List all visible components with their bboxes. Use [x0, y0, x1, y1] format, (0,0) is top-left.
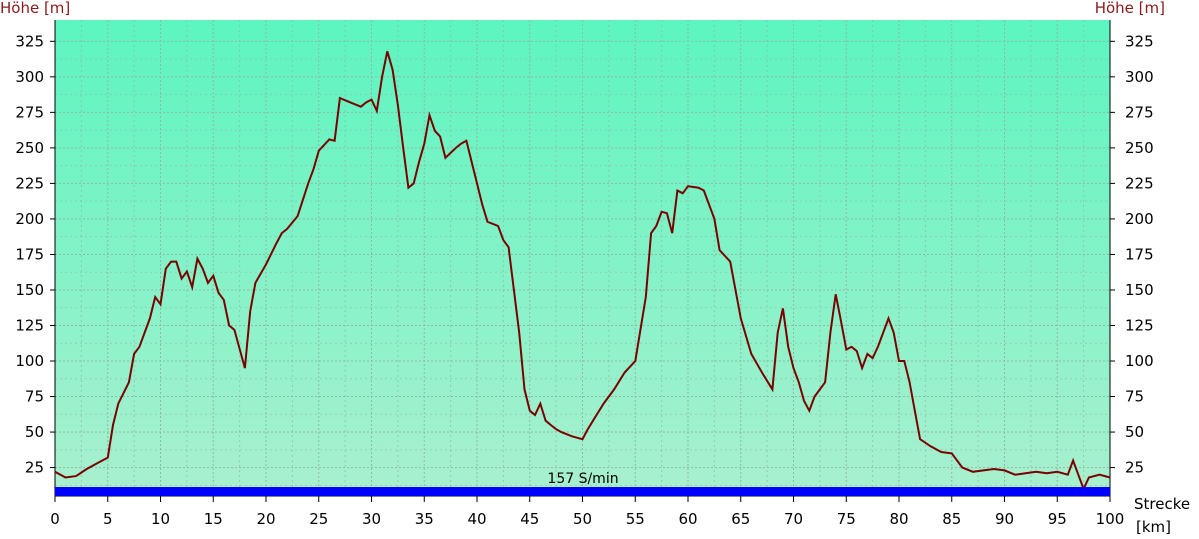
y-tick-label-right: 225	[1125, 174, 1154, 192]
y-tick-label-right: 25	[1125, 459, 1144, 477]
x-tick-label: 60	[678, 510, 697, 528]
y-tick-label-left: 225	[15, 174, 44, 192]
y-tick-label-left: 125	[15, 316, 44, 334]
y-tick-label-right: 250	[1125, 139, 1154, 157]
x-tick-label: 10	[151, 510, 170, 528]
y-axis-left: 25 50 75 100 125 150 175 200 225 250 275 300 325	[15, 20, 56, 496]
y-tick-label-left: 50	[25, 423, 44, 441]
x-tick-label: 40	[467, 510, 486, 528]
y-axis-title-right: Höhe [m]	[1095, 0, 1165, 17]
x-tick-label: 65	[731, 510, 750, 528]
y-tick-label-left: 150	[15, 281, 44, 299]
y-tick-label-right: 100	[1125, 352, 1154, 370]
y-axis-right: 25 50 75 100 125 150 175 200 225 250 275 300 325	[1109, 20, 1154, 496]
grid-lines	[55, 20, 1110, 496]
y-tick-label-left: 275	[15, 103, 44, 121]
x-axis-unit: [km]	[1136, 518, 1171, 536]
y-tick-label-left: 200	[15, 210, 44, 228]
y-tick-label-right: 325	[1125, 32, 1154, 50]
y-tick-label-left: 300	[15, 68, 44, 86]
y-tick-label-right: 275	[1125, 103, 1154, 121]
y-tick-label-left: 325	[15, 32, 44, 50]
x-tick-label: 100	[1096, 510, 1125, 528]
y-tick-label-right: 125	[1125, 316, 1154, 334]
y-tick-label-left: 100	[15, 352, 44, 370]
x-tick-label: 35	[415, 510, 434, 528]
x-axis-title: Strecke	[1134, 495, 1190, 513]
x-axis: 0 5 10 15 20 25 30 35 40 45 50 55 60 65 70 75 80 85 90 95 10…	[50, 495, 1125, 528]
y-tick-label-right: 50	[1125, 423, 1144, 441]
x-tick-label: 85	[942, 510, 961, 528]
x-tick-label: 80	[889, 510, 908, 528]
y-tick-label-right: 75	[1125, 388, 1144, 406]
y-tick-label-left: 250	[15, 139, 44, 157]
x-tick-label: 15	[204, 510, 223, 528]
x-tick-label: 25	[309, 510, 328, 528]
x-tick-label: 75	[837, 510, 856, 528]
y-tick-label-right: 200	[1125, 210, 1154, 228]
x-tick-label: 50	[573, 510, 592, 528]
y-tick-label-left: 175	[15, 245, 44, 263]
y-tick-label-right: 300	[1125, 68, 1154, 86]
y-axis-title-left: Höhe [m]	[0, 0, 70, 17]
cadence-bar	[55, 487, 1110, 496]
x-tick-label: 30	[362, 510, 381, 528]
x-tick-label: 90	[995, 510, 1014, 528]
x-tick-label: 20	[256, 510, 275, 528]
cadence-annotation: 157 S/min	[547, 471, 618, 487]
x-tick-label: 0	[50, 510, 60, 528]
x-tick-label: 70	[784, 510, 803, 528]
y-tick-label-left: 75	[25, 388, 44, 406]
x-tick-label: 95	[1048, 510, 1067, 528]
y-tick-label-left: 25	[25, 459, 44, 477]
x-tick-label: 5	[103, 510, 113, 528]
x-tick-label: 55	[626, 510, 645, 528]
y-tick-label-right: 150	[1125, 281, 1154, 299]
x-tick-label: 45	[520, 510, 539, 528]
elevation-line	[54, 51, 1111, 492]
y-tick-label-right: 175	[1125, 245, 1154, 263]
